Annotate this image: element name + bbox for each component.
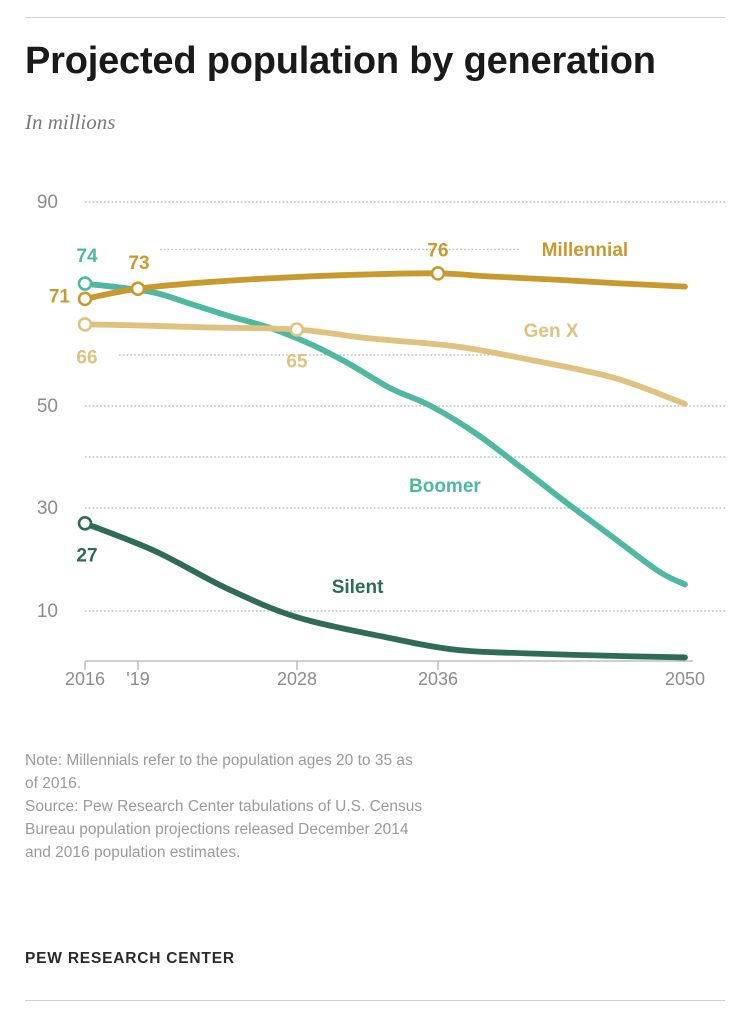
svg-text:50: 50: [37, 396, 58, 417]
svg-text:65: 65: [286, 351, 308, 372]
svg-text:2036: 2036: [418, 669, 458, 689]
svg-text:2016: 2016: [65, 669, 105, 689]
svg-text:Silent: Silent: [332, 577, 384, 598]
svg-text:74: 74: [76, 246, 98, 267]
svg-text:2028: 2028: [277, 669, 317, 689]
svg-text:Gen X: Gen X: [524, 321, 579, 342]
svg-text:71: 71: [49, 287, 71, 308]
svg-text:90: 90: [37, 192, 58, 213]
svg-text:2050: 2050: [665, 669, 705, 689]
svg-text:Boomer: Boomer: [409, 476, 481, 497]
svg-text:73: 73: [128, 253, 149, 274]
svg-text:66: 66: [76, 347, 97, 368]
svg-text:10: 10: [37, 601, 58, 622]
svg-text:30: 30: [37, 498, 58, 519]
svg-text:76: 76: [427, 240, 448, 261]
svg-text:'19: '19: [126, 669, 149, 689]
svg-text:27: 27: [76, 546, 97, 567]
svg-text:Millennial: Millennial: [542, 240, 629, 261]
